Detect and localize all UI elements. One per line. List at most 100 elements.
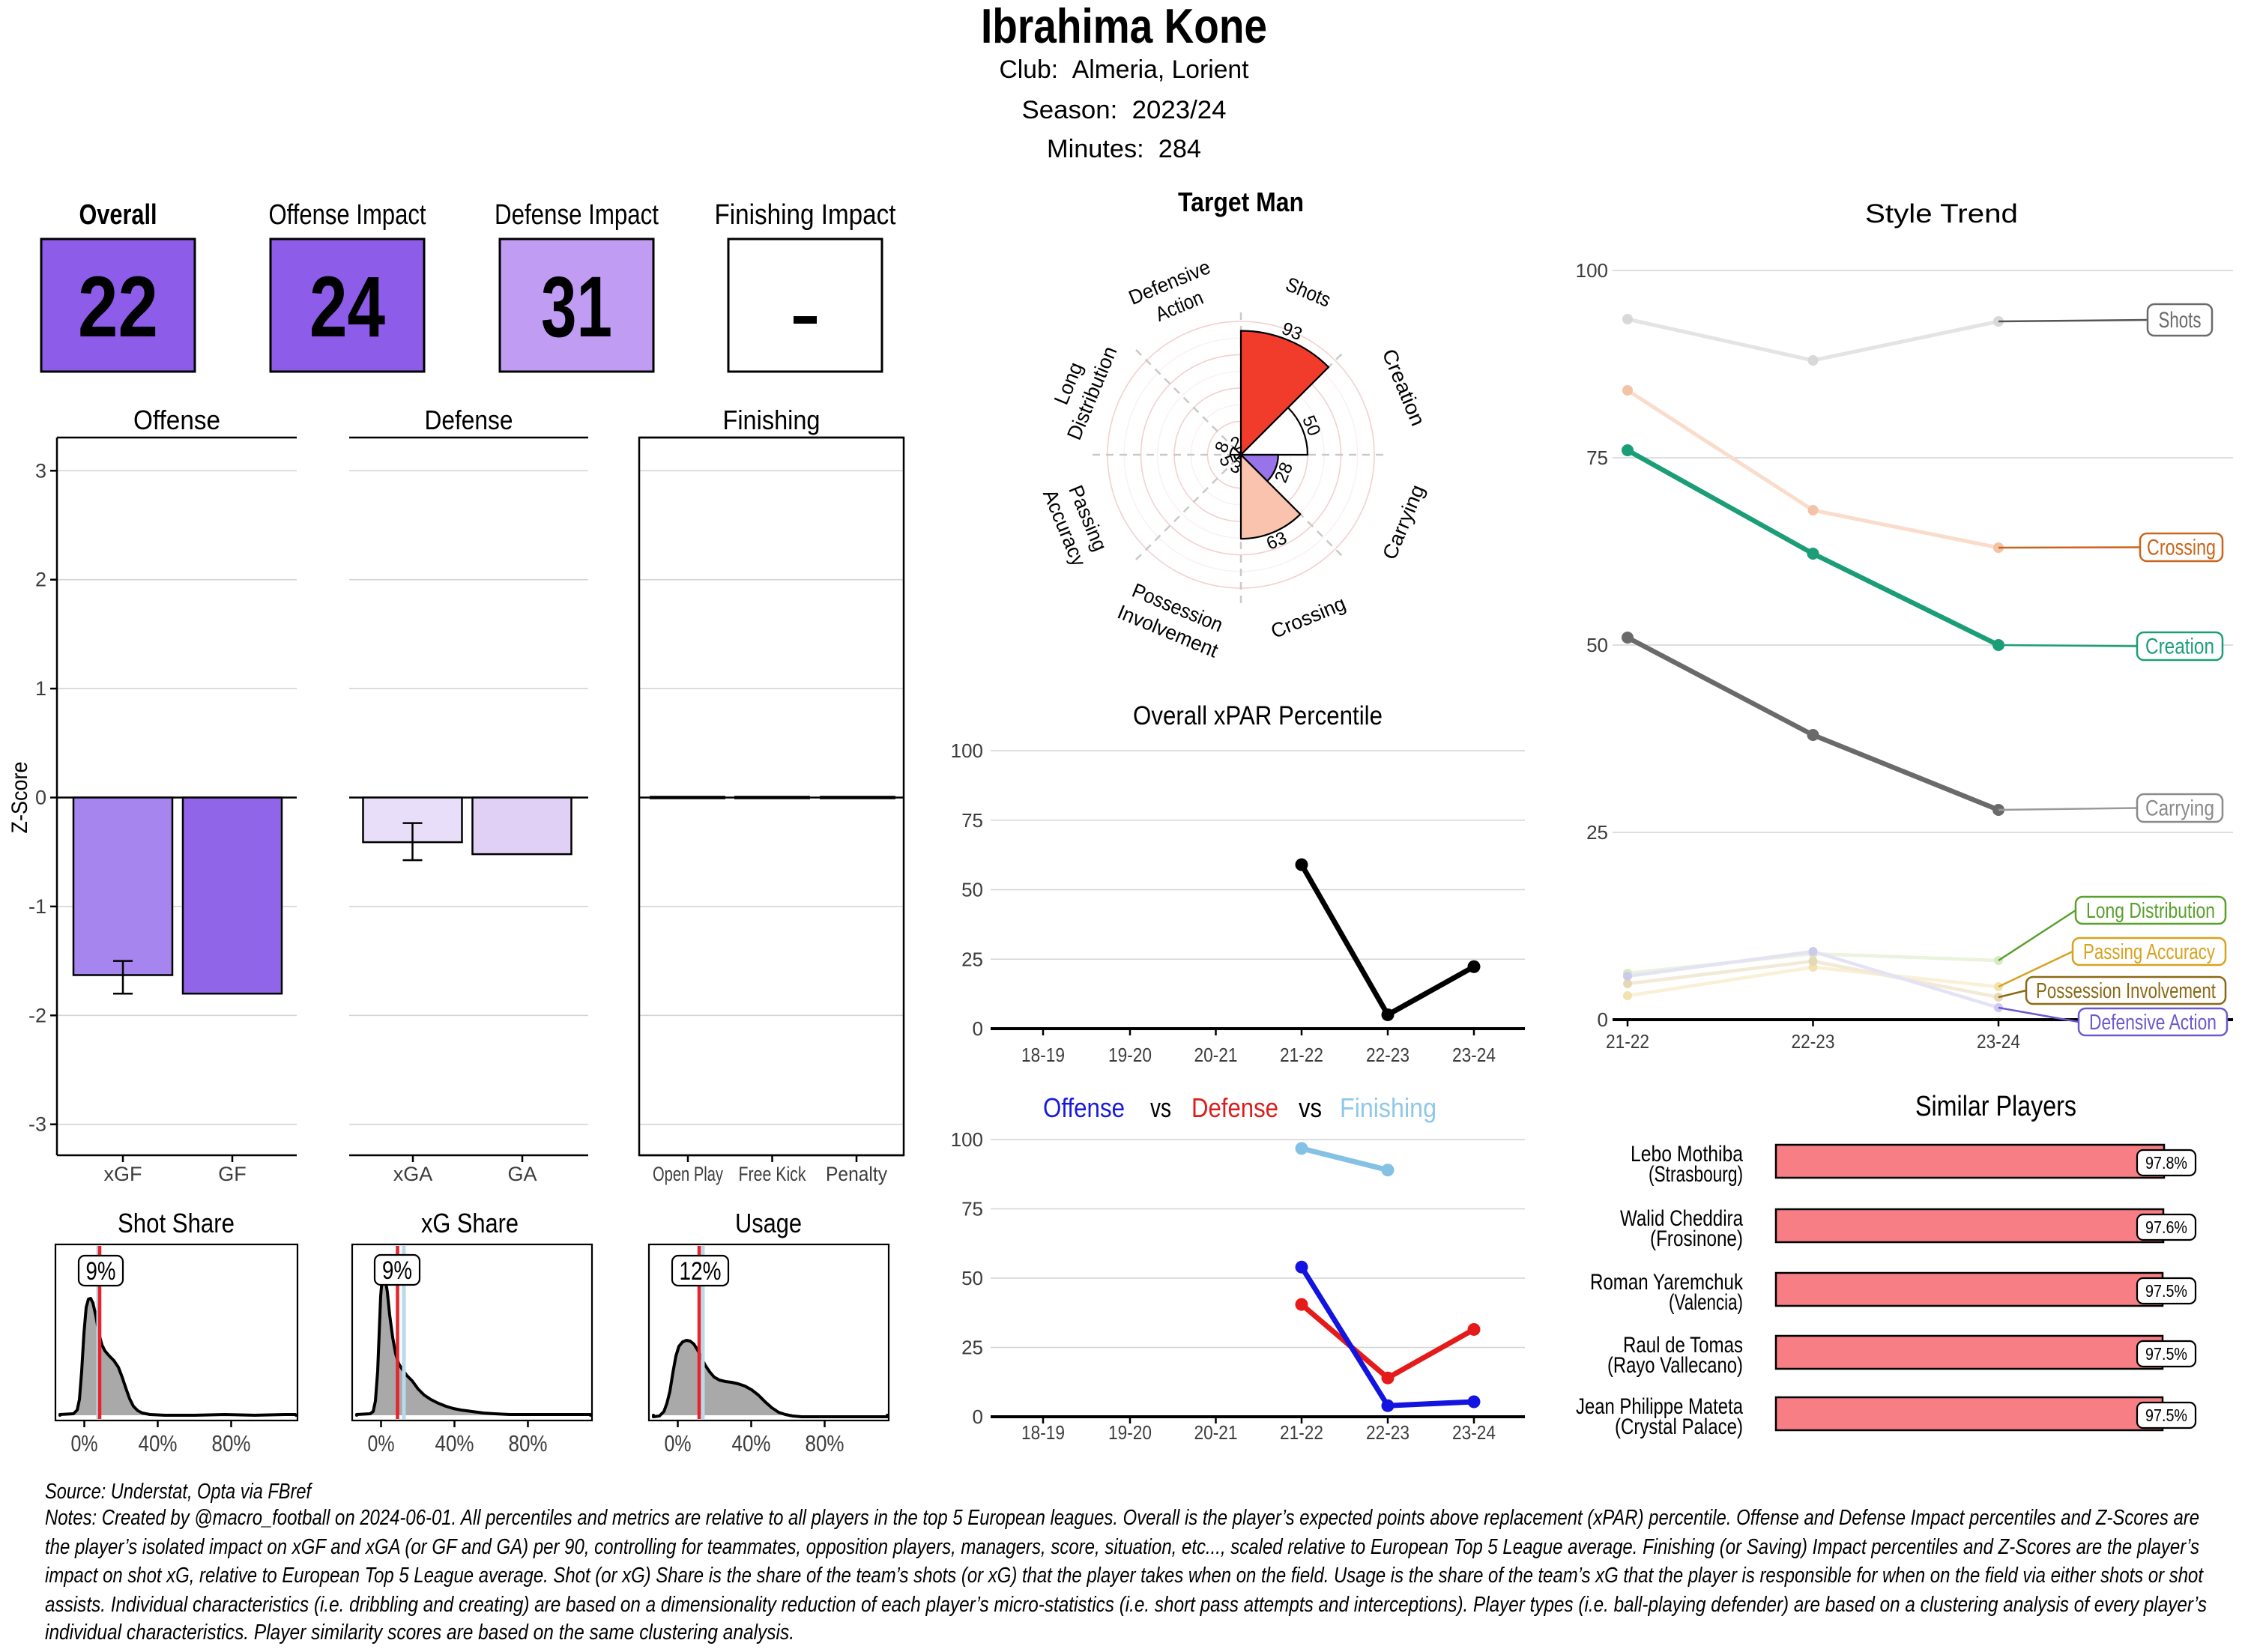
svg-text:9%: 9% bbox=[86, 1257, 116, 1286]
svg-text:100: 100 bbox=[1576, 259, 1608, 282]
svg-text:Lebo Mothiba: Lebo Mothiba bbox=[1631, 1142, 1743, 1167]
svg-text:Offense: Offense bbox=[133, 405, 220, 435]
svg-text:GA: GA bbox=[507, 1163, 537, 1185]
svg-text:(Valencia): (Valencia) bbox=[1669, 1290, 1743, 1315]
svg-text:-1: -1 bbox=[28, 895, 46, 918]
svg-text:Style Trend: Style Trend bbox=[1865, 199, 2018, 229]
svg-text:Overall xPAR Percentile: Overall xPAR Percentile bbox=[1133, 701, 1383, 730]
svg-text:12%: 12% bbox=[680, 1257, 722, 1286]
svg-text:23-24: 23-24 bbox=[1452, 1421, 1496, 1444]
svg-text:Target Man: Target Man bbox=[1178, 187, 1304, 217]
svg-text:GF: GF bbox=[218, 1163, 247, 1185]
svg-text:3: 3 bbox=[35, 459, 46, 482]
svg-text:Finishing Impact: Finishing Impact bbox=[715, 199, 896, 231]
svg-text:Source: Understat, Opta via FB: Source: Understat, Opta via FBref bbox=[45, 1480, 312, 1504]
svg-text:Finishing: Finishing bbox=[1340, 1092, 1436, 1123]
svg-text:97.5%: 97.5% bbox=[2145, 1344, 2187, 1364]
svg-text:0%: 0% bbox=[71, 1430, 98, 1456]
svg-text:97.5%: 97.5% bbox=[2145, 1406, 2187, 1425]
svg-text:80%: 80% bbox=[509, 1430, 548, 1456]
svg-text:0: 0 bbox=[1598, 1008, 1608, 1031]
svg-text:Free Kick: Free Kick bbox=[739, 1163, 806, 1185]
svg-text:0%: 0% bbox=[665, 1430, 692, 1456]
svg-text:80%: 80% bbox=[212, 1430, 251, 1456]
svg-text:25: 25 bbox=[1586, 821, 1608, 844]
svg-text:xGF: xGF bbox=[104, 1163, 142, 1185]
svg-text:Passing Accuracy: Passing Accuracy bbox=[2083, 940, 2215, 964]
svg-text:vs: vs bbox=[1150, 1092, 1171, 1123]
svg-text:75: 75 bbox=[961, 809, 983, 832]
svg-text:0: 0 bbox=[35, 787, 46, 809]
svg-text:2: 2 bbox=[35, 569, 46, 591]
svg-text:Possession Involvement: Possession Involvement bbox=[2036, 979, 2216, 1003]
svg-text:22-23: 22-23 bbox=[1792, 1030, 1835, 1053]
svg-text:100: 100 bbox=[951, 1128, 983, 1151]
svg-text:19-20: 19-20 bbox=[1108, 1421, 1152, 1444]
svg-text:24: 24 bbox=[309, 259, 385, 355]
svg-text:Minutes: 284: Minutes: 284 bbox=[1047, 135, 1201, 163]
svg-text:Penalty: Penalty bbox=[826, 1163, 887, 1185]
svg-text:22: 22 bbox=[78, 259, 158, 355]
svg-text:xGA: xGA bbox=[393, 1163, 433, 1185]
svg-text:Roman Yaremchuk: Roman Yaremchuk bbox=[1590, 1270, 1744, 1295]
svg-text:Usage: Usage bbox=[735, 1208, 802, 1238]
svg-text:40%: 40% bbox=[732, 1430, 771, 1456]
svg-text:individual characteristics. Pl: individual characteristics. Player simil… bbox=[45, 1621, 794, 1645]
svg-text:Creation: Creation bbox=[2145, 635, 2214, 659]
svg-text:75: 75 bbox=[961, 1198, 983, 1220]
svg-text:assists. Individual characteri: assists. Individual characteristics (i.e… bbox=[45, 1593, 2207, 1617]
svg-text:19-20: 19-20 bbox=[1108, 1044, 1152, 1066]
svg-text:(Strasbourg): (Strasbourg) bbox=[1649, 1162, 1743, 1187]
svg-text:40%: 40% bbox=[435, 1430, 474, 1456]
svg-text:21-22: 21-22 bbox=[1280, 1421, 1323, 1444]
svg-text:(Crystal Palace): (Crystal Palace) bbox=[1615, 1415, 1743, 1439]
svg-text:25: 25 bbox=[961, 1337, 983, 1359]
svg-text:Offense Impact: Offense Impact bbox=[269, 199, 426, 231]
svg-text:50: 50 bbox=[1586, 634, 1608, 656]
svg-text:50: 50 bbox=[961, 879, 983, 901]
svg-text:20-21: 20-21 bbox=[1194, 1044, 1238, 1066]
svg-text:21-22: 21-22 bbox=[1606, 1030, 1649, 1053]
svg-text:Overall: Overall bbox=[79, 199, 157, 231]
svg-text:-3: -3 bbox=[28, 1113, 46, 1136]
svg-text:23-24: 23-24 bbox=[1977, 1030, 2020, 1053]
svg-text:(Rayo Vallecano): (Rayo Vallecano) bbox=[1607, 1353, 1743, 1378]
svg-text:Defense: Defense bbox=[1191, 1092, 1278, 1123]
svg-text:Finishing: Finishing bbox=[723, 405, 821, 435]
svg-text:25: 25 bbox=[961, 948, 983, 970]
svg-text:18-19: 18-19 bbox=[1021, 1044, 1065, 1066]
svg-text:the player’s isolated impact o: the player’s isolated impact on xGF and … bbox=[45, 1535, 2199, 1559]
svg-text:Club: Almeria, Lorient: Club: Almeria, Lorient bbox=[1000, 55, 1250, 84]
svg-text:Season: 2023/24: Season: 2023/24 bbox=[1022, 96, 1227, 124]
svg-text:22-23: 22-23 bbox=[1366, 1421, 1409, 1444]
svg-text:Open Play: Open Play bbox=[653, 1163, 723, 1185]
svg-text:xG Share: xG Share bbox=[421, 1208, 519, 1238]
svg-text:40%: 40% bbox=[139, 1430, 178, 1456]
svg-text:Ibrahima Kone: Ibrahima Kone bbox=[981, 0, 1267, 53]
svg-text:(Frosinone): (Frosinone) bbox=[1650, 1226, 1743, 1251]
svg-text:Similar Players: Similar Players bbox=[1915, 1091, 2076, 1122]
svg-text:9%: 9% bbox=[382, 1256, 412, 1285]
svg-text:Defensive Action: Defensive Action bbox=[2089, 1011, 2217, 1035]
svg-text:75: 75 bbox=[1586, 447, 1608, 469]
svg-text:0: 0 bbox=[973, 1017, 983, 1040]
svg-text:80%: 80% bbox=[806, 1430, 844, 1456]
svg-text:0%: 0% bbox=[368, 1430, 395, 1456]
svg-text:97.5%: 97.5% bbox=[2145, 1281, 2187, 1301]
svg-text:Walid Cheddira: Walid Cheddira bbox=[1620, 1206, 1743, 1231]
svg-text:1: 1 bbox=[35, 677, 46, 700]
svg-text:0: 0 bbox=[973, 1406, 983, 1428]
svg-text:Jean Philippe Mateta: Jean Philippe Mateta bbox=[1576, 1394, 1743, 1419]
svg-text:Raul de Tomas: Raul de Tomas bbox=[1623, 1333, 1743, 1358]
svg-text:31: 31 bbox=[541, 259, 612, 355]
svg-text:Shot Share: Shot Share bbox=[118, 1208, 235, 1238]
svg-text:50: 50 bbox=[961, 1267, 983, 1289]
svg-text:-2: -2 bbox=[28, 1004, 46, 1026]
svg-text:Crossing: Crossing bbox=[2147, 536, 2216, 560]
svg-text:Shots: Shots bbox=[2159, 308, 2202, 333]
svg-text:Defense: Defense bbox=[425, 405, 513, 435]
svg-text:97.6%: 97.6% bbox=[2145, 1217, 2187, 1237]
svg-text:Long Distribution: Long Distribution bbox=[2086, 899, 2215, 923]
svg-text:vs: vs bbox=[1299, 1092, 1322, 1123]
svg-text:Offense: Offense bbox=[1043, 1092, 1125, 1123]
